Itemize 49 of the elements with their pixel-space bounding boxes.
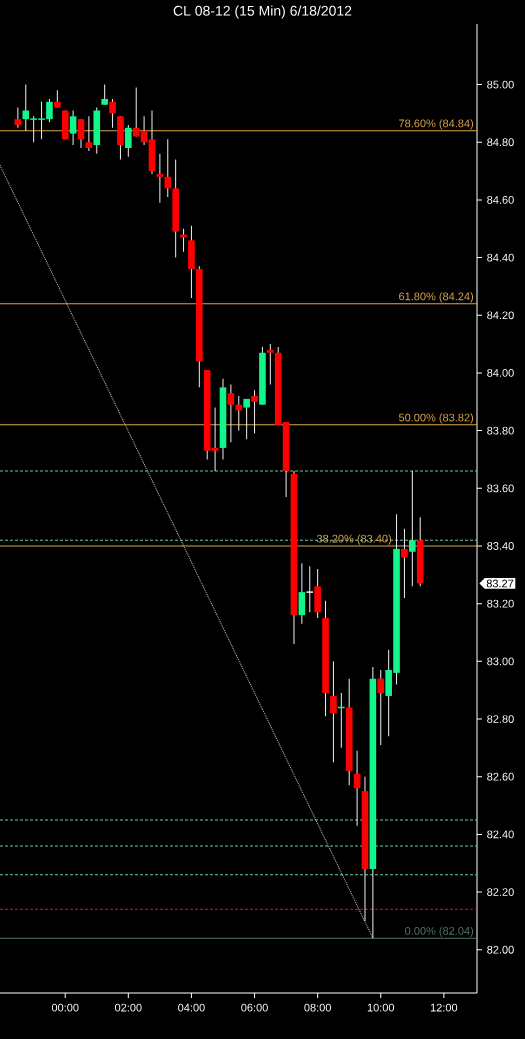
y-tick-label: 84.40 bbox=[487, 253, 514, 262]
y-tick-label: 84.00 bbox=[487, 369, 514, 377]
x-tick-label: 08:00 bbox=[304, 1003, 331, 1012]
candlestick bbox=[125, 124, 132, 158]
y-tick-label: 82.40 bbox=[487, 830, 514, 839]
ref-line-label: 78.60% (84.84) bbox=[399, 119, 474, 130]
x-tick-label: 00:00 bbox=[51, 1003, 79, 1012]
x-tick-label: 04:00 bbox=[178, 1003, 205, 1012]
y-tick-label: 82.80 bbox=[487, 715, 514, 723]
y-tick-label: 83.60 bbox=[487, 484, 514, 493]
candlestick bbox=[251, 389, 258, 435]
y-tick-label: 83.40 bbox=[487, 542, 514, 550]
x-tick-label: 12:00 bbox=[430, 1003, 458, 1012]
candlestick bbox=[156, 153, 164, 204]
x-tick-label: 10:00 bbox=[367, 1003, 395, 1012]
candlestick bbox=[85, 115, 93, 152]
x-tick-label: 02:00 bbox=[115, 1003, 142, 1012]
ref-line-label: 61.80% (84.24) bbox=[399, 292, 474, 303]
y-tick-label: 82.60 bbox=[487, 772, 514, 781]
y-tick-label: 84.80 bbox=[487, 138, 514, 147]
candlestick bbox=[164, 138, 172, 198]
candlestick bbox=[409, 470, 416, 587]
candlestick bbox=[243, 398, 250, 440]
y-tick-label: 84.20 bbox=[487, 311, 514, 320]
candlestick bbox=[267, 343, 274, 385]
y-tick-label: 83.20 bbox=[487, 599, 514, 608]
y-tick-label: 84.60 bbox=[487, 196, 514, 204]
ref-line-label: 50.00% (83.82) bbox=[398, 413, 474, 424]
candlestick bbox=[235, 395, 243, 432]
candlestick bbox=[14, 107, 22, 129]
ref-line-label: 0.00% (82.04) bbox=[405, 926, 474, 937]
candlestick bbox=[69, 110, 77, 146]
candlestick bbox=[77, 118, 85, 149]
candlestick bbox=[305, 565, 314, 613]
candlestick bbox=[330, 660, 337, 763]
x-tick-label: 06:00 bbox=[241, 1003, 268, 1012]
candlestick bbox=[227, 383, 235, 443]
y-tick-label: 83.80 bbox=[487, 426, 514, 435]
candlestick bbox=[109, 98, 116, 129]
y-tick-label: 85.00 bbox=[487, 80, 514, 89]
y-tick-label: 83.00 bbox=[487, 657, 514, 666]
ref-line-label: 38.20% (83.40) bbox=[316, 534, 392, 545]
text: 83.27 bbox=[486, 579, 514, 588]
chart-title: CL 08-12 (15 Min) 6/18/2012 bbox=[173, 5, 352, 19]
candlestick bbox=[101, 84, 108, 106]
candlestick bbox=[377, 669, 385, 746]
y-tick-label: 82.00 bbox=[487, 945, 514, 954]
candlestick bbox=[401, 528, 408, 599]
y-tick-label: 82.20 bbox=[487, 888, 514, 896]
